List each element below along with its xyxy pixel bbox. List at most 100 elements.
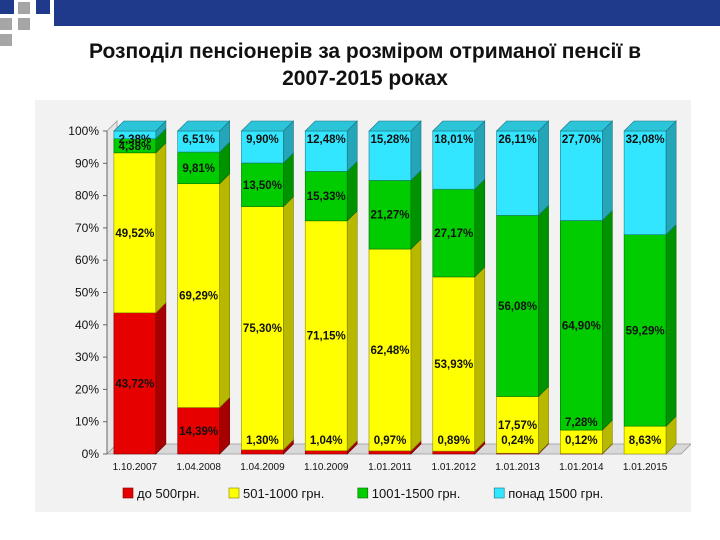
data-label: 59,29% [626,325,665,337]
x-tick-label: 1.04.2009 [240,462,285,473]
legend-label: понад 1500 грн. [508,486,603,501]
legend-label: 501-1000 грн. [243,486,324,501]
bar-segment [560,130,603,221]
bar-segment [241,449,284,455]
y-tick-label: 50% [75,286,99,300]
corner-square-6 [0,34,12,46]
legend-swatch [357,487,369,499]
bar-segment [496,396,539,454]
bar-segment-side [410,169,422,250]
data-label: 13,50% [243,180,282,192]
bar-segment-side [155,302,167,455]
data-label: 0,89% [437,435,470,447]
data-label: 2,38% [119,134,152,146]
data-label: 26,11% [498,134,536,146]
bar-segment [560,220,603,431]
data-label: 49,52% [115,228,154,240]
bar-segment [368,450,412,455]
legend-swatch [122,487,134,499]
bar-segment [177,183,220,408]
bar-segment-side [283,195,294,451]
data-label: 69,29% [179,291,218,303]
data-label: 56,08% [498,301,537,313]
x-tick-label: 1.01.2013 [495,462,540,473]
data-label: 17,57% [498,420,537,432]
corner-square-3 [36,0,50,14]
data-label: 32,08% [626,134,665,146]
data-label: 4,38% [119,141,152,153]
data-label: 75,30% [243,323,282,335]
bar-segment-side [538,385,549,454]
legend-label: до 500грн. [137,486,200,501]
bar-segment-side [219,172,230,409]
data-label: 0,12% [565,435,598,447]
x-tick-label: 1.10.2009 [304,462,349,473]
data-label: 43,72% [115,378,154,390]
data-label: 1,30% [246,435,279,447]
bar-segment [177,407,220,455]
bar-segment-side [155,142,167,314]
bar-segment [432,450,476,455]
legend-label: 1001-1500 грн. [372,486,461,501]
y-tick-label: 100% [68,124,99,138]
x-tick-label: 1.01.2015 [623,462,668,473]
data-label: 9,81% [182,163,215,175]
data-label: 6,51% [182,134,215,146]
data-label: 27,70% [562,134,601,146]
bar-top-face [176,120,231,132]
bar-segment-side [346,160,358,222]
corner-square-5 [18,18,30,30]
bar-segment [304,450,348,455]
data-label: 15,28% [370,134,409,146]
bar-top-face [240,120,295,132]
stacked-bar-chart: 0% 10% 20% 30% 40% 50% 60% 70% 80% 90% 100% 43,72% 4… [68,120,692,501]
bar-segment [304,171,348,222]
y-tick-label: 60% [75,253,99,267]
bar-segment-side [538,120,549,217]
data-label: 18,01% [434,134,473,146]
bar-segment-side [474,266,486,452]
bar-segment-side [410,238,422,452]
bar-segment [113,312,157,455]
bar-segment [432,276,476,452]
legend-swatch [493,487,505,499]
y-tick-label: 10% [75,415,99,429]
data-label: 27,17% [434,228,473,240]
data-label: 62,48% [370,345,409,357]
bar-segment [241,206,284,451]
bar-segment-side [474,120,486,190]
top-bar [54,0,720,26]
bar-segment [113,152,157,314]
bar-segment [432,188,476,278]
x-tick-label: 1.04.2008 [176,462,221,473]
bar-segment [368,248,412,452]
bar-top-face [495,120,550,132]
bar-segment [623,130,667,235]
bar-segment [241,130,284,164]
data-label: 0,24% [501,435,534,447]
y-tick-label: 30% [75,350,99,364]
data-label: 0,97% [374,435,407,447]
y-tick-label: 90% [75,156,99,170]
slide-title: Розподіл пенсіонерів за розміром отриман… [88,40,642,90]
bar-top-face [559,120,614,132]
data-label: 7,28% [565,417,598,429]
bar-segment-side [602,120,613,222]
x-tick-label: 1.01.2011 [368,462,412,473]
bar-segment [241,162,284,207]
data-label: 9,90% [246,134,279,146]
x-tick-label: 1.01.2012 [432,462,477,473]
data-label: 1,04% [310,435,343,447]
data-label: 12,48% [307,134,346,146]
data-label: 21,27% [370,210,409,222]
bar-segment-side [602,209,613,431]
bar-segment-side [538,204,549,398]
bar-segment-side [474,178,486,278]
data-label: 14,39% [179,426,218,438]
corner-square-4 [0,18,12,30]
y-tick-label: 70% [75,221,99,235]
data-label: 53,93% [434,359,473,371]
bar-top-face [113,120,167,132]
bar-top-face [304,120,358,132]
bar-segment [304,220,348,451]
